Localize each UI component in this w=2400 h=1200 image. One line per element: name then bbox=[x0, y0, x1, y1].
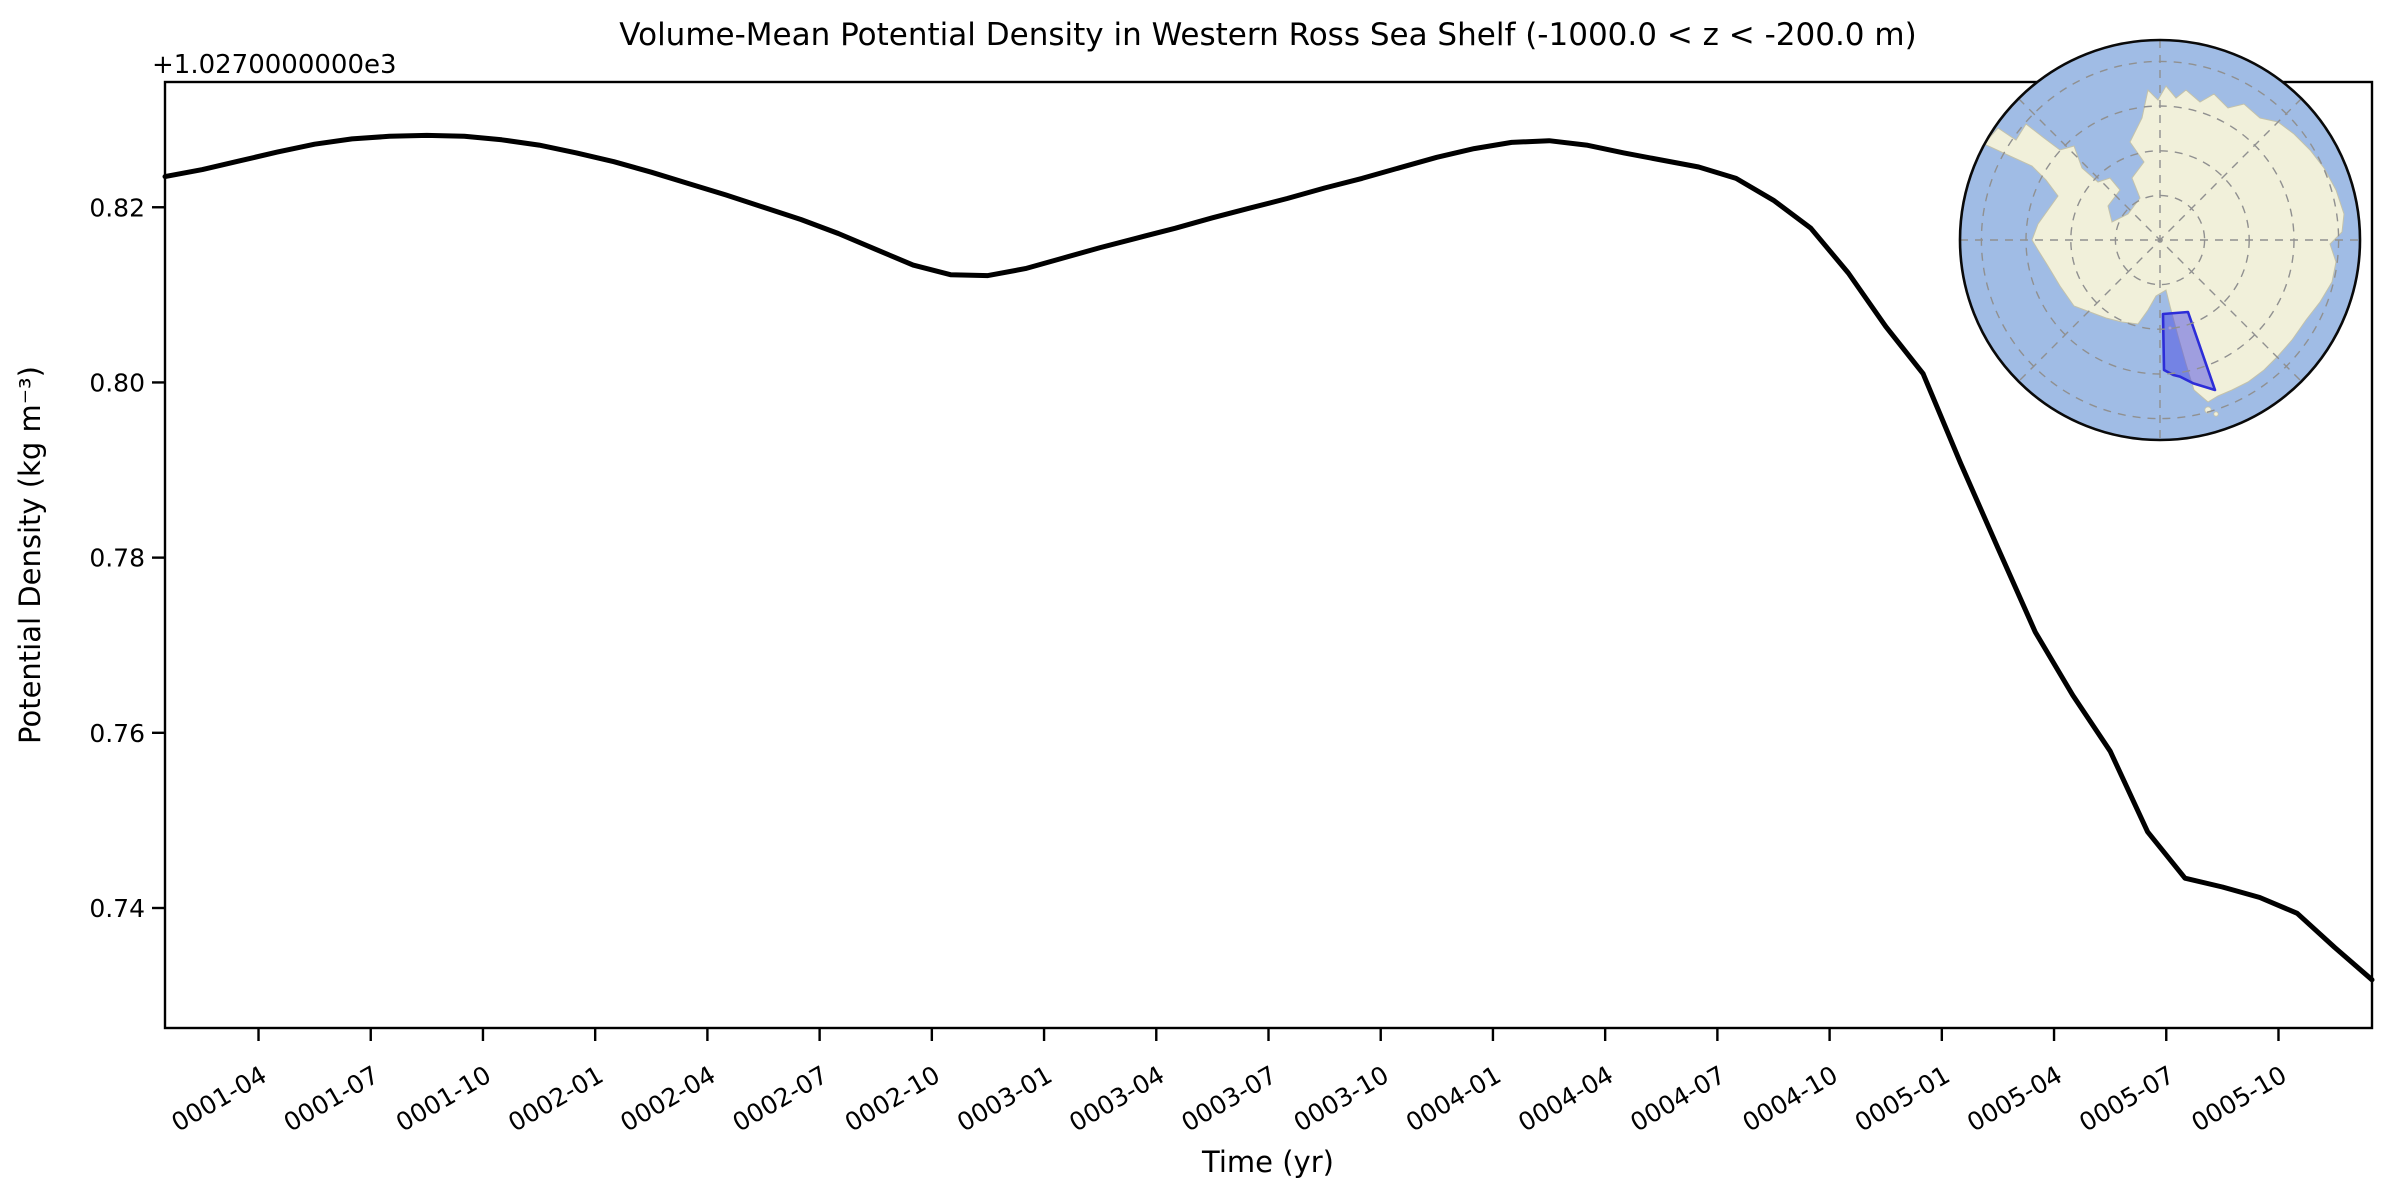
x-tick-label: 0003-01 bbox=[952, 1060, 1057, 1137]
x-tick-label: 0005-10 bbox=[2187, 1060, 2292, 1137]
x-tick-label: 0004-01 bbox=[1401, 1060, 1506, 1137]
x-tick-label: 0005-01 bbox=[1850, 1060, 1955, 1137]
y-axis-offset-text: +1.0270000000e3 bbox=[152, 50, 397, 80]
x-tick-label: 0002-10 bbox=[840, 1060, 945, 1137]
x-tick-label: 0004-07 bbox=[1625, 1060, 1730, 1137]
y-tick-label: 0.80 bbox=[89, 368, 145, 397]
ross-sea-shelf-highlight bbox=[2161, 310, 2217, 392]
x-tick-label: 0002-07 bbox=[728, 1060, 833, 1137]
x-axis-label: Time (yr) bbox=[1201, 1145, 1334, 1179]
x-tick-label: 0005-04 bbox=[1962, 1060, 2067, 1137]
globe-contents bbox=[1960, 40, 2360, 440]
antarctica-landmass bbox=[1983, 85, 2345, 403]
x-tick-label: 0001-04 bbox=[167, 1060, 272, 1137]
x-tick-label: 0004-10 bbox=[1738, 1060, 1843, 1137]
graticule-meridian bbox=[2018, 98, 2302, 382]
chart-title: Volume-Mean Potential Density in Western… bbox=[619, 17, 1916, 53]
y-tick-label: 0.76 bbox=[89, 719, 145, 748]
y-tick-label: 0.82 bbox=[89, 193, 145, 222]
y-tick-label: 0.74 bbox=[89, 894, 145, 923]
x-tick-label: 0005-07 bbox=[2074, 1060, 2179, 1137]
globe-rim bbox=[1958, 38, 2362, 442]
x-tick-label: 0003-04 bbox=[1064, 1060, 1169, 1137]
y-axis-label: Potential Density (kg m⁻³) bbox=[13, 366, 47, 744]
data-series bbox=[162, 132, 2375, 983]
y-tick-label: 0.78 bbox=[89, 544, 145, 573]
x-tick-label: 0001-10 bbox=[391, 1060, 496, 1137]
x-tick-label: 0003-07 bbox=[1177, 1060, 1282, 1137]
x-tick-label: 0004-04 bbox=[1513, 1060, 1618, 1137]
x-tick-label: 0002-01 bbox=[503, 1060, 608, 1137]
x-tick-label: 0002-04 bbox=[615, 1060, 720, 1137]
x-tick-label: 0001-07 bbox=[279, 1060, 384, 1137]
potential-density-line bbox=[162, 132, 2375, 983]
antarctica-inset-map bbox=[1958, 38, 2362, 442]
island bbox=[2213, 411, 2219, 417]
x-tick-label: 0003-10 bbox=[1289, 1060, 1394, 1137]
